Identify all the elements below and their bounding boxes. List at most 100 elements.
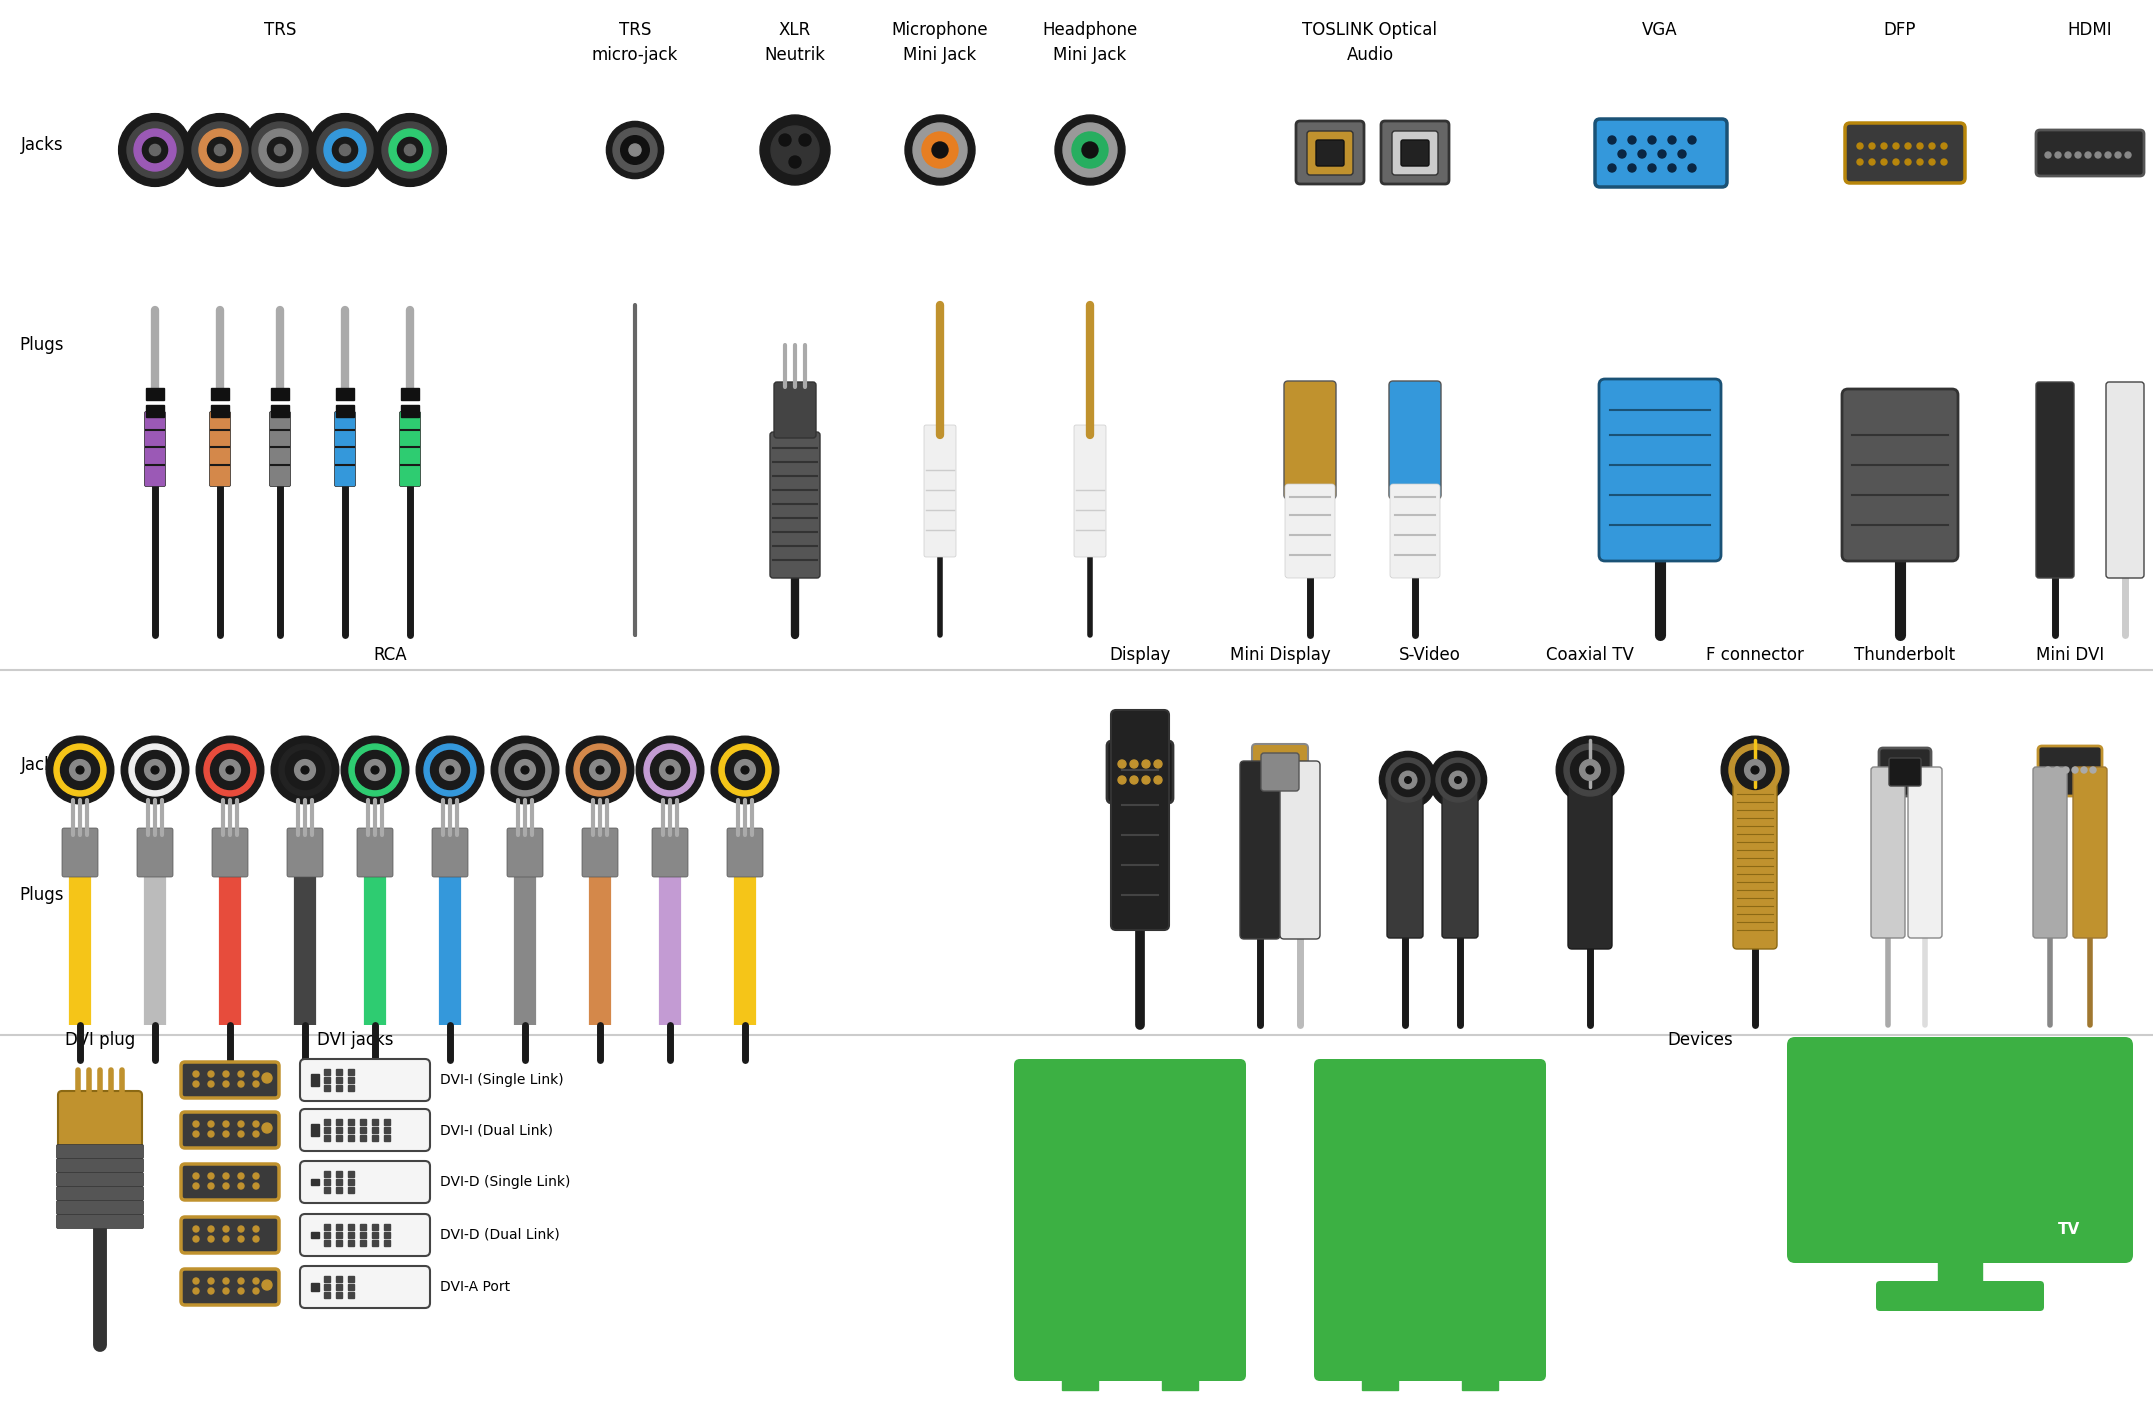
FancyBboxPatch shape bbox=[924, 425, 956, 557]
Circle shape bbox=[1628, 164, 1636, 172]
FancyBboxPatch shape bbox=[1313, 1218, 1546, 1381]
Ellipse shape bbox=[590, 760, 611, 781]
Bar bbox=[336, 1178, 342, 1186]
Ellipse shape bbox=[1744, 760, 1765, 781]
Circle shape bbox=[1647, 135, 1656, 144]
Ellipse shape bbox=[1587, 767, 1593, 774]
Ellipse shape bbox=[1563, 744, 1617, 797]
Ellipse shape bbox=[1750, 767, 1759, 774]
FancyBboxPatch shape bbox=[56, 1144, 144, 1159]
Circle shape bbox=[194, 1072, 198, 1077]
Ellipse shape bbox=[1430, 751, 1486, 808]
Circle shape bbox=[194, 1131, 198, 1137]
Bar bbox=[1363, 1368, 1397, 1389]
Circle shape bbox=[1905, 142, 1912, 150]
Bar bbox=[336, 1119, 342, 1124]
Text: F connector: F connector bbox=[1705, 646, 1804, 664]
FancyBboxPatch shape bbox=[1402, 140, 1430, 165]
FancyBboxPatch shape bbox=[1387, 772, 1423, 938]
Text: Headphone: Headphone bbox=[1042, 21, 1137, 38]
Bar bbox=[323, 1127, 329, 1133]
Circle shape bbox=[2071, 767, 2078, 772]
Circle shape bbox=[209, 1131, 213, 1137]
Circle shape bbox=[209, 1072, 213, 1077]
FancyBboxPatch shape bbox=[2039, 747, 2101, 797]
Ellipse shape bbox=[142, 137, 168, 162]
Bar bbox=[323, 1119, 329, 1124]
Circle shape bbox=[209, 1226, 213, 1233]
Circle shape bbox=[1154, 777, 1163, 784]
Bar bbox=[323, 1084, 329, 1092]
Bar bbox=[336, 1233, 342, 1238]
Bar bbox=[310, 1233, 319, 1238]
Circle shape bbox=[2065, 152, 2071, 158]
FancyBboxPatch shape bbox=[181, 1164, 280, 1200]
Bar bbox=[323, 1178, 329, 1186]
Ellipse shape bbox=[151, 767, 159, 774]
Ellipse shape bbox=[258, 130, 301, 171]
Text: DVI jacks: DVI jacks bbox=[316, 1032, 394, 1049]
Bar bbox=[349, 1127, 353, 1133]
Ellipse shape bbox=[215, 144, 226, 155]
Bar bbox=[372, 1119, 379, 1124]
Bar bbox=[360, 1119, 366, 1124]
Text: OUT: OUT bbox=[1445, 808, 1470, 821]
Text: Mini Jack: Mini Jack bbox=[1053, 46, 1126, 64]
Circle shape bbox=[1154, 760, 1163, 768]
Circle shape bbox=[254, 1131, 258, 1137]
Bar bbox=[360, 1224, 366, 1230]
Bar bbox=[1462, 1218, 1498, 1240]
Bar bbox=[360, 1134, 366, 1141]
Text: Jacks: Jacks bbox=[22, 757, 62, 774]
Ellipse shape bbox=[45, 737, 114, 804]
FancyBboxPatch shape bbox=[1733, 781, 1776, 949]
Bar bbox=[310, 1178, 319, 1186]
FancyBboxPatch shape bbox=[2032, 767, 2067, 938]
FancyBboxPatch shape bbox=[1595, 120, 1727, 187]
Ellipse shape bbox=[375, 114, 446, 187]
FancyBboxPatch shape bbox=[1843, 389, 1957, 561]
Bar bbox=[146, 388, 164, 400]
FancyBboxPatch shape bbox=[144, 412, 166, 486]
FancyBboxPatch shape bbox=[56, 1159, 144, 1173]
Circle shape bbox=[224, 1288, 228, 1294]
Bar bbox=[372, 1134, 379, 1141]
Bar bbox=[349, 1134, 353, 1141]
Text: TV: TV bbox=[2058, 1223, 2080, 1237]
Bar bbox=[323, 1224, 329, 1230]
Circle shape bbox=[239, 1121, 243, 1127]
Text: RCA: RCA bbox=[372, 646, 407, 664]
Bar bbox=[349, 1187, 353, 1193]
Bar bbox=[372, 1127, 379, 1133]
FancyBboxPatch shape bbox=[728, 828, 762, 876]
Ellipse shape bbox=[921, 133, 958, 168]
Text: IN: IN bbox=[1402, 808, 1415, 821]
FancyBboxPatch shape bbox=[1014, 1218, 1247, 1381]
FancyBboxPatch shape bbox=[1307, 131, 1352, 175]
Ellipse shape bbox=[446, 767, 454, 774]
Circle shape bbox=[1141, 760, 1150, 768]
Circle shape bbox=[1892, 142, 1899, 150]
Text: Mini DVI: Mini DVI bbox=[2037, 646, 2103, 664]
Ellipse shape bbox=[710, 737, 779, 804]
FancyBboxPatch shape bbox=[506, 828, 543, 876]
Circle shape bbox=[194, 1288, 198, 1294]
Ellipse shape bbox=[760, 115, 831, 185]
Ellipse shape bbox=[1443, 764, 1475, 797]
Circle shape bbox=[209, 1183, 213, 1188]
Bar bbox=[336, 1084, 342, 1092]
Circle shape bbox=[1869, 160, 1875, 165]
Bar bbox=[323, 1240, 329, 1245]
Circle shape bbox=[224, 1226, 228, 1233]
Bar bbox=[211, 388, 228, 400]
FancyBboxPatch shape bbox=[62, 828, 99, 876]
Circle shape bbox=[1858, 160, 1862, 165]
Text: HDMI: HDMI bbox=[2067, 21, 2112, 38]
Ellipse shape bbox=[273, 144, 286, 155]
Ellipse shape bbox=[726, 751, 764, 789]
Circle shape bbox=[1882, 160, 1886, 165]
Text: DVI plug: DVI plug bbox=[65, 1032, 136, 1049]
FancyBboxPatch shape bbox=[58, 1092, 142, 1149]
Ellipse shape bbox=[205, 744, 256, 797]
Bar bbox=[323, 1233, 329, 1238]
